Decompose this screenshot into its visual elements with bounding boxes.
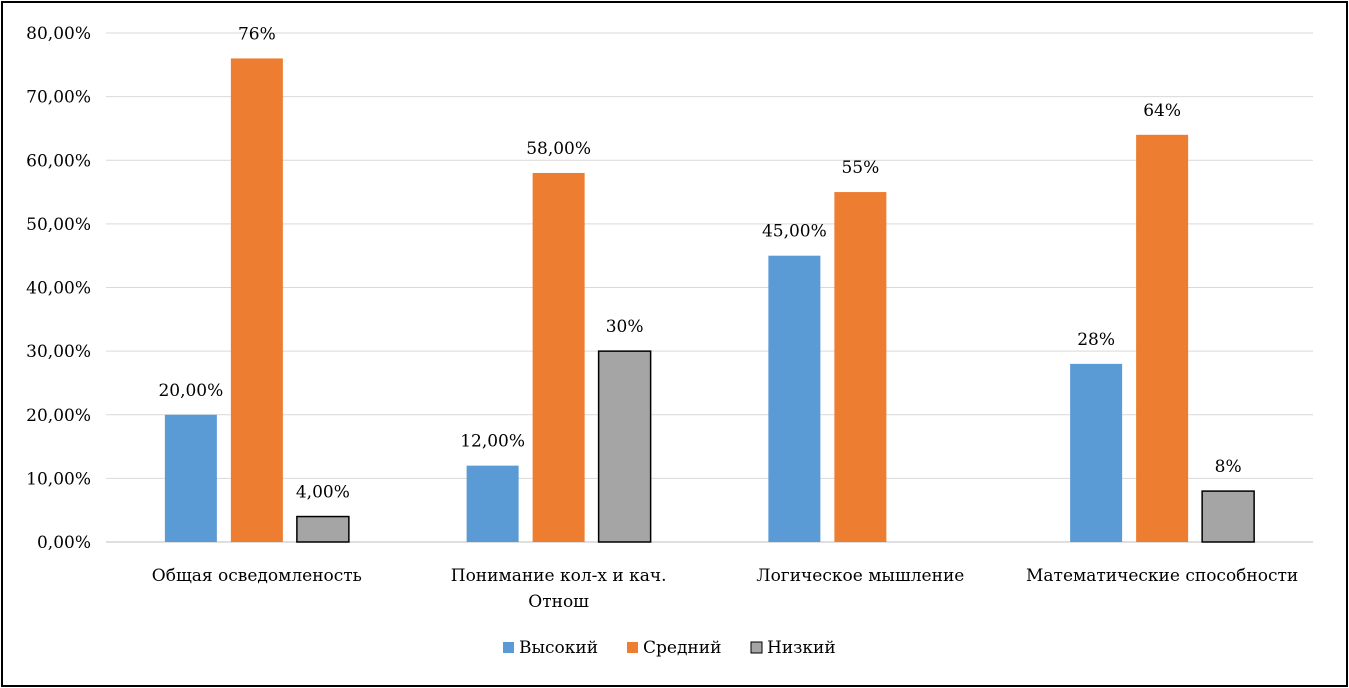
y-tick-label: 70,00% [26, 88, 91, 108]
data-label: 28% [1077, 330, 1115, 350]
x-tick-label: Общая осведомленость [152, 566, 362, 586]
bar [466, 465, 519, 542]
bar [597, 350, 652, 543]
bar [296, 515, 350, 543]
legend-swatch [503, 642, 514, 653]
y-tick-label: 10,00% [26, 469, 91, 489]
y-tick-label: 80,00% [26, 24, 91, 44]
bar-chart: 0,00% 10,00% 20,00% 30,00% 40,00% 50,00% 60,00… [26, 24, 1313, 658]
legend-label: Высокий [519, 638, 598, 658]
bar [532, 172, 585, 542]
legend-label: Средний [643, 638, 721, 658]
data-label: 45,00% [762, 222, 827, 242]
bar [834, 192, 887, 542]
y-tick-label: 0,00% [37, 533, 91, 553]
data-label: 58,00% [526, 139, 591, 159]
y-tick-label: 20,00% [26, 406, 91, 426]
y-tick-label: 30,00% [26, 342, 91, 362]
legend-label: Низкий [767, 638, 836, 658]
bar [1070, 363, 1123, 542]
bar [1201, 490, 1255, 543]
legend-swatch [750, 641, 763, 654]
x-tick-label: Математические способности [1026, 566, 1298, 586]
data-label: 20,00% [158, 381, 223, 401]
data-label: 30% [606, 317, 644, 337]
data-label: 55% [841, 158, 879, 178]
y-tick-label: 40,00% [26, 279, 91, 299]
bar [1136, 134, 1189, 543]
x-tick-label: Понимание кол-х и кач. [451, 566, 667, 586]
data-label: 12,00% [460, 432, 525, 452]
data-label: 8% [1215, 457, 1242, 477]
bar [164, 414, 217, 542]
x-tick-label: Отнош [528, 592, 589, 612]
bar [768, 255, 821, 542]
data-label: 4,00% [296, 483, 350, 503]
data-label: 76% [238, 24, 276, 44]
data-label: 64% [1143, 101, 1181, 121]
y-tick-label: 60,00% [26, 151, 91, 171]
legend-swatch [627, 642, 638, 653]
y-tick-label: 50,00% [26, 215, 91, 235]
bar [230, 58, 283, 542]
x-tick-label: Логическое мышление [756, 566, 964, 586]
